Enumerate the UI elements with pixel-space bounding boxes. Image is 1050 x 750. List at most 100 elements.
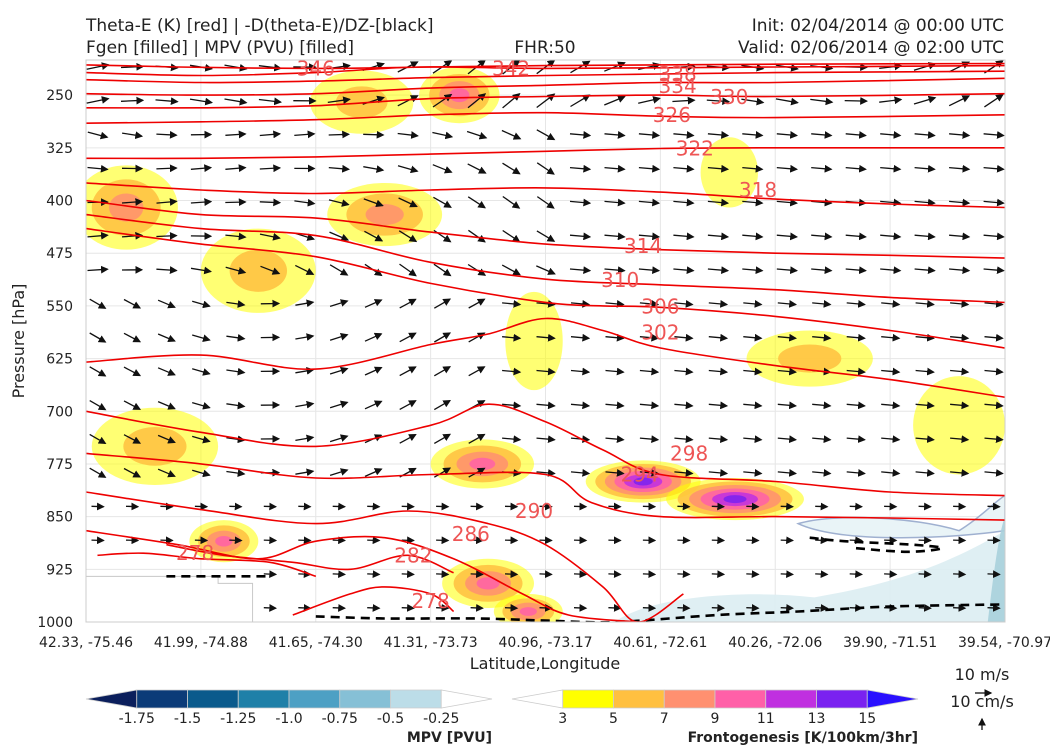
wind-vector: [432, 93, 453, 108]
wind-vector: [984, 401, 1004, 410]
theta-e-label-286: 286: [452, 522, 490, 546]
wind-vector: [950, 401, 970, 410]
wind-vector: [329, 400, 349, 409]
theta-e-label-314: 314: [624, 234, 662, 258]
wind-vector: [329, 299, 349, 308]
fgen-colorbar-tick: 11: [757, 711, 775, 727]
wind-vector: [295, 367, 315, 375]
wind-vector: [539, 570, 553, 579]
fgen-level-9: [449, 88, 470, 103]
theta-e-label-318: 318: [739, 178, 777, 202]
wind-vector: [192, 401, 211, 410]
wind-vector: [364, 400, 383, 410]
mpv-colorbar-tick: -0.75: [322, 711, 358, 727]
valid-time: Valid: 02/06/2014 @ 02:00 UTC: [738, 38, 1004, 58]
theta-e-label-322: 322: [676, 137, 714, 161]
wind-vector: [536, 60, 556, 75]
wind-vector: [812, 300, 832, 308]
wind-vector: [638, 164, 661, 173]
wind-vector: [329, 434, 349, 443]
fgen-colorbar-tick: 15: [858, 711, 876, 727]
wind-vector: [156, 198, 178, 206]
wind-vector: [157, 468, 176, 478]
theta-e-label-282: 282: [394, 543, 432, 567]
theta-e-contour-286: [86, 529, 638, 622]
wind-vector: [123, 298, 142, 309]
theta-e-contour-302: [86, 317, 1005, 398]
wind-vector: [949, 232, 971, 241]
wind-vector: [536, 300, 556, 308]
wind-vector: [225, 130, 247, 139]
wind-vector: [884, 570, 898, 579]
wind-vector: [399, 332, 417, 343]
wind-vector: [674, 401, 694, 410]
wind-vector: [780, 604, 794, 612]
wind-vector: [502, 401, 522, 410]
wind-vector: [263, 570, 278, 579]
fgen-blob-5: [505, 291, 563, 391]
wind-vector: [987, 604, 1001, 612]
wind-vector: [984, 435, 1004, 444]
wind-vector: [123, 434, 142, 444]
wind-vector: [880, 266, 902, 275]
wind-vector: [742, 164, 764, 173]
wind-vector: [367, 604, 381, 612]
theta-e-contour-282: [166, 543, 454, 574]
wind-vector: [983, 266, 1005, 275]
wind-vector: [363, 165, 385, 173]
wind-vector: [502, 195, 521, 209]
wind-vector: [502, 229, 521, 243]
fgen-colorbar-swatch: [866, 689, 919, 709]
wind-vector: [846, 469, 866, 477]
theta-e-label-278: 278: [176, 541, 214, 565]
wind-vector: [742, 232, 764, 241]
wind-vector: [743, 435, 763, 444]
mpv-colorbar-swatch: [237, 689, 290, 709]
wind-vector: [708, 435, 729, 444]
fgen-level-9: [476, 577, 500, 590]
wind-vector: [259, 232, 281, 241]
wind-vector: [673, 266, 695, 275]
wind-vector: [677, 604, 691, 612]
fgen-blob-15: [913, 376, 1005, 475]
theta-e-contour-310: [86, 213, 1005, 304]
wind-vector: [880, 131, 902, 139]
wind-vector: [468, 433, 486, 444]
wind-vector: [880, 198, 902, 207]
wind-vector: [123, 400, 142, 410]
wind-vector: [776, 198, 798, 207]
wind-vector: [433, 433, 452, 444]
wind-vector: [983, 198, 1005, 207]
wind-vector: [953, 604, 967, 612]
theta-e-contour-290: [86, 491, 684, 622]
wind-vector: [812, 401, 832, 410]
wind-vector: [466, 130, 488, 140]
fgen-colorbar-swatch: [714, 689, 767, 709]
wind-vector: [502, 333, 522, 342]
theta-e-contour-306: [86, 227, 1005, 349]
theta-e-label-278: 278: [412, 589, 450, 613]
theta-e-contour-314: [86, 199, 1005, 259]
wind-vector: [364, 230, 384, 242]
y-axis-ticks: 250 325 400 475 550 625 700 775 850 925 1000: [37, 88, 73, 631]
mpv-colorbar-swatch: [187, 689, 239, 709]
wind-vector: [984, 300, 1004, 308]
wind-vector: [397, 165, 419, 174]
wind-vector: [536, 333, 556, 342]
theta-e-label-290: 290: [515, 499, 553, 523]
wind-vector: [120, 96, 145, 105]
fgen-colorbar-tick: 7: [660, 711, 669, 727]
wind-vector: [123, 332, 142, 343]
theta-e-label-330: 330: [710, 85, 748, 109]
mpv-colorbar-label: MPV [PVU]: [407, 730, 492, 746]
wind-vector: [987, 570, 1001, 579]
wind-vector: [433, 366, 452, 377]
wind-vector: [673, 198, 695, 207]
wind-vector: [605, 401, 625, 410]
wind-vector: [953, 570, 967, 579]
wind-vector: [157, 299, 176, 309]
terrain-mask: [86, 575, 254, 622]
wind-vector: [363, 130, 385, 139]
wind-vector: [329, 231, 350, 242]
wind-vector: [89, 433, 107, 445]
